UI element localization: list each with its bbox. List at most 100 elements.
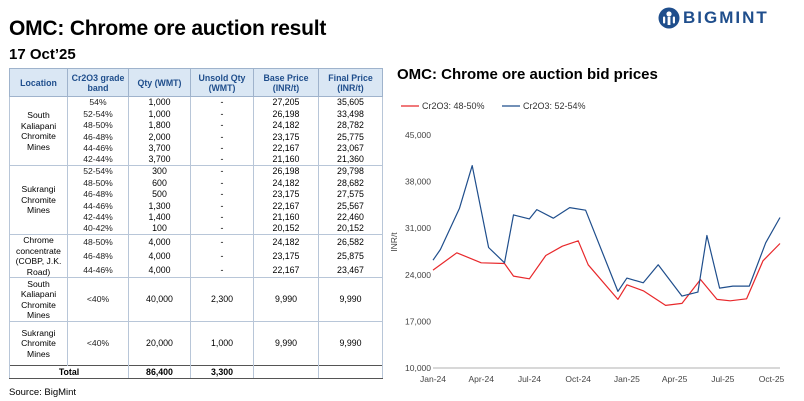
final-price-cell: 29,798 [318,165,383,177]
x-tick-label: Oct-25 [759,374,785,384]
y-tick-label: 45,000 [405,130,431,140]
unsold-cell: - [190,96,254,108]
unsold-cell: - [190,142,254,154]
qty-cell: 2,000 [128,131,191,143]
final-price-cell: 22,460 [318,211,383,223]
base-price-cell: 21,160 [253,154,319,166]
base-price-cell: 26,198 [253,108,319,120]
chart-title: OMC: Chrome ore auction bid prices [397,66,658,83]
column-header-final-price: Final Price (INR/t) [318,68,383,97]
unsold-cell: - [190,177,254,189]
unsold-cell: - [190,131,254,143]
grade-cell: 40-42% [67,223,129,235]
grade-cell: 48-50% [67,177,129,189]
table-row: Chrome concentrate (COBP, J.K. Road) 48-5… [9,233,383,278]
final-price-cell: 23,467 [318,263,383,278]
y-axis-label: INR/t [389,232,399,252]
final-price-cell: 35,605 [318,96,383,108]
brand-name: BIGMINT [683,8,769,27]
x-tick-label: Jan-24 [420,374,446,384]
table-row: 48-50% 600-24,182 28,682 [10,177,383,189]
brand-logo: BIGMINT [658,7,769,29]
total-empty-cell [253,365,319,379]
table-row: 40-42% 100-20,152 20,152 [10,223,383,235]
table-row: 52-54% 1,000-26,198 33,498 [10,108,383,120]
bigmint-logo-icon [658,7,680,29]
location-cell: South Kaliapani Chromite Mines [9,277,68,322]
grade-cell: 44-46% [67,142,129,154]
grade-cell: 54% [67,96,129,108]
qty-cell: 4,000 [128,248,191,264]
qty-cell: 4,000 [128,233,191,249]
qty-cell: 3,700 [128,154,191,166]
unsold-cell: - [190,263,254,278]
final-price-cell: 21,360 [318,154,383,166]
grade-cell: 52-54% [67,108,129,120]
table-row: South Kaliapani Chromite Mines 54% 1,000-2… [9,96,383,166]
grade-cell: 46-48% [67,248,129,264]
base-price-cell: 21,160 [253,211,319,223]
unsold-cell: - [190,165,254,177]
unsold-cell: - [190,223,254,235]
auction-result-table: Location Cr2O3 grade band Qty (WMT) Unso… [9,68,383,384]
qty-cell: 1,800 [128,119,191,131]
table-row: 42-44% 3,700-21,160 21,360 [10,154,383,166]
base-price-cell: 24,182 [253,119,319,131]
base-price-cell: 22,167 [253,263,319,278]
base-price-cell: 22,167 [253,142,319,154]
grade-cell: 46-48% [67,188,129,200]
total-label-cell: Total [9,365,129,379]
table-row: 44-46% 3,700-22,167 23,067 [10,142,383,154]
unsold-cell: - [190,108,254,120]
x-tick-label: Jul-25 [711,374,734,384]
base-price-cell: 22,167 [253,200,319,212]
unsold-cell: 1,000 [190,321,254,366]
qty-cell: 1,400 [128,211,191,223]
table-row: 46-48% 500-23,175 27,575 [10,188,383,200]
total-qty-cell: 86,400 [128,365,191,379]
unsold-cell: - [190,119,254,131]
grade-cell: 48-50% [67,233,129,249]
final-price-cell: 9,990 [318,277,383,322]
grade-cell: <40% [67,277,129,322]
table-row: 46-48% 2,000-23,175 25,775 [10,131,383,143]
grade-cell: 42-44% [67,154,129,166]
final-price-cell: 28,782 [318,119,383,131]
qty-cell: 300 [128,165,191,177]
qty-cell: 40,000 [128,277,191,322]
page-title: OMC: Chrome ore auction result [9,17,327,40]
base-price-cell: 9,990 [253,277,319,322]
table-row: 42-44% 1,400-21,160 22,460 [10,211,383,223]
final-price-cell: 9,990 [318,321,383,366]
base-price-cell: 23,175 [253,188,319,200]
unsold-cell: 2,300 [190,277,254,322]
table-row: Sukrangi Chromite Mines <40% 20,000 1,000 9,… [9,321,383,366]
final-price-cell: 28,682 [318,177,383,189]
final-price-cell: 25,775 [318,131,383,143]
grade-cell: <40% [67,321,129,366]
base-price-cell: 27,205 [253,96,319,108]
base-price-cell: 20,152 [253,223,319,235]
legend-label: Cr2O3: 52-54% [523,101,586,111]
qty-cell: 100 [128,223,191,235]
base-price-cell: 24,182 [253,177,319,189]
table-row: 48-50% 1,800-24,182 28,782 [10,119,383,131]
x-tick-label: Jul-24 [518,374,541,384]
y-tick-label: 17,000 [405,316,431,326]
grade-cell: 52-54% [67,165,129,177]
base-price-cell: 26,198 [253,165,319,177]
base-price-cell: 23,175 [253,131,319,143]
base-price-cell: 24,182 [253,233,319,249]
table-row: 46-48% 4,000-23,175 25,875 [10,248,383,264]
column-header-unsold: Unsold Qty (WMT) [190,68,254,97]
x-tick-label: Jan-25 [614,374,640,384]
y-tick-label: 24,000 [405,270,431,280]
table-row: 44-46% 4,000-22,167 23,467 [10,263,383,278]
total-empty-cell [318,365,383,379]
final-price-cell: 26,582 [318,233,383,249]
unsold-cell: - [190,200,254,212]
x-tick-label: Apr-24 [468,374,494,384]
qty-cell: 4,000 [128,263,191,278]
qty-cell: 3,700 [128,142,191,154]
unsold-cell: - [190,154,254,166]
